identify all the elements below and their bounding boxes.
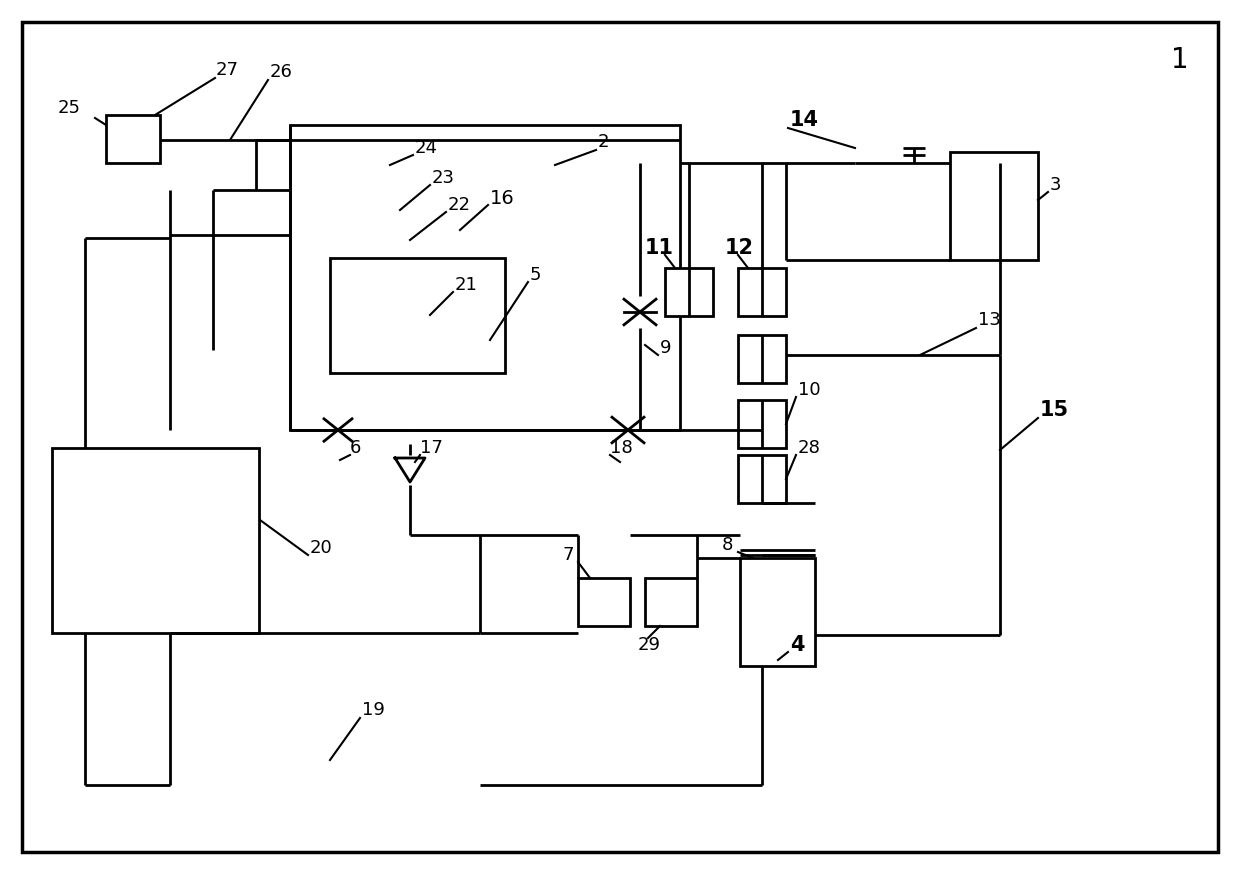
Text: 2: 2 [598, 133, 610, 151]
Bar [740, 558, 815, 666]
Bar [645, 578, 697, 626]
Text: 4: 4 [790, 635, 805, 655]
Text: 18: 18 [610, 439, 632, 457]
Text: 10: 10 [799, 381, 821, 399]
Text: 19: 19 [362, 701, 384, 719]
Text: 1: 1 [1172, 46, 1189, 74]
Text: 15: 15 [1040, 400, 1069, 420]
Bar [738, 335, 786, 383]
Text: 25: 25 [58, 99, 81, 117]
Text: 13: 13 [978, 311, 1001, 329]
Bar [290, 125, 680, 430]
Text: 5: 5 [529, 266, 542, 284]
Text: 14: 14 [790, 110, 818, 130]
Text: 29: 29 [639, 636, 661, 654]
Text: 16: 16 [490, 189, 515, 207]
Bar [330, 258, 505, 373]
Bar [738, 400, 786, 448]
Text: 27: 27 [216, 61, 239, 79]
Text: 9: 9 [660, 339, 672, 357]
Text: 17: 17 [420, 439, 443, 457]
Text: 26: 26 [270, 63, 293, 81]
Bar [950, 152, 1038, 260]
Text: 22: 22 [448, 196, 471, 214]
Bar [738, 455, 786, 503]
Bar [105, 115, 160, 163]
Text: 6: 6 [350, 439, 361, 457]
Text: 12: 12 [725, 238, 754, 258]
Text: 24: 24 [415, 139, 438, 157]
Text: 7: 7 [562, 546, 573, 564]
Bar [665, 268, 713, 316]
Text: 11: 11 [645, 238, 675, 258]
Bar [578, 578, 630, 626]
Text: 21: 21 [455, 276, 477, 294]
Text: 8: 8 [722, 536, 733, 554]
Bar [738, 268, 786, 316]
Text: 28: 28 [799, 439, 821, 457]
Bar [52, 448, 259, 633]
Text: 3: 3 [1050, 176, 1061, 194]
Text: 20: 20 [310, 539, 332, 557]
Text: 23: 23 [432, 169, 455, 187]
